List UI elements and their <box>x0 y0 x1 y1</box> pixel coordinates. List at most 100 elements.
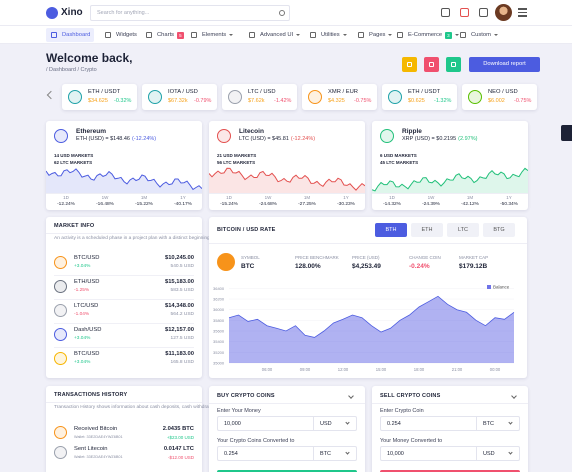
coin-period: 1M <box>303 195 311 200</box>
transaction-wallet: Wallet: 33E2DAE4YWZ6B01 <box>74 455 123 459</box>
coin-stat: -15.24% <box>220 202 238 207</box>
select-caret <box>345 420 350 425</box>
y-tick-label: 36400 <box>213 286 225 291</box>
menu-caret <box>454 34 459 36</box>
card-description: Transaction History shows information ab… <box>54 405 281 412</box>
nav-menu: Dashboard Widgets Charts 5 Elements Advanced … <box>0 26 572 44</box>
amount-input[interactable]: 10,000 USD <box>380 446 520 461</box>
y-tick-label: 35800 <box>213 318 225 323</box>
menu-item[interactable]: Custom <box>455 28 502 42</box>
select-caret <box>345 450 350 455</box>
unit-select[interactable]: USD <box>320 421 332 427</box>
action-icon <box>407 62 412 67</box>
menu-label: E-Commerce <box>408 32 443 38</box>
amount-input[interactable]: 0.254 BTC <box>380 416 520 431</box>
menu-icon <box>397 32 403 38</box>
search-box[interactable]: Search for anything... <box>90 5 290 21</box>
ticker-card: ETH / USDT $0.625 -1.32% <box>382 84 457 110</box>
buy-submit-bar[interactable] <box>217 470 357 472</box>
coin-icon <box>54 304 67 317</box>
menu-item[interactable]: Dashboard <box>46 28 95 42</box>
transaction-usd: +$23.00 USD <box>166 435 194 440</box>
stat-value: $4,253.49 <box>352 263 381 270</box>
description-text: Transaction History shows information ab… <box>54 405 255 410</box>
market-change: -1.25% <box>74 288 90 293</box>
menu-item[interactable]: Advanced UI <box>244 28 304 42</box>
market-volume: 564.2 USD <box>170 312 194 317</box>
menu-item[interactable]: E-Commerce 3 <box>392 28 463 42</box>
sparkline-area <box>372 168 528 193</box>
menu-toggle-bar <box>518 8 527 10</box>
action-button[interactable] <box>402 57 417 72</box>
menu-caret <box>493 34 498 36</box>
currency-tab[interactable]: BTH <box>375 223 407 237</box>
market-volume: 583.5 USD <box>170 288 194 293</box>
coin-icon <box>54 280 67 293</box>
amount-input[interactable]: 10,000 USD <box>217 416 357 431</box>
menu-caret <box>388 34 393 36</box>
market-change: -1.04% <box>74 312 90 317</box>
ticker-pair: ETH / USDT <box>88 89 121 95</box>
logo-icon <box>46 7 58 19</box>
unit-select[interactable]: USD <box>483 451 495 457</box>
market-info-card: MARKET INFO An activity is a scheduled ph… <box>46 217 256 378</box>
menu-label: Utilities <box>321 32 340 38</box>
ticker-prev[interactable] <box>46 90 56 100</box>
coin-stat: -14.32% <box>383 202 401 207</box>
currency-tab[interactable]: ETH <box>411 223 443 237</box>
menu-icon <box>105 32 111 38</box>
sell-submit-bar[interactable] <box>380 470 520 472</box>
btc-chart: 35000 35200 35400 35600 35800 36000 36200 36400… <box>213 285 515 372</box>
market-volume: 540.5 USD <box>170 264 194 269</box>
ticker-change: -0.75% <box>514 98 532 104</box>
unit-select[interactable]: BTC <box>483 421 494 427</box>
header-icon[interactable] <box>479 8 488 17</box>
card-title: MARKET INFO <box>54 223 95 229</box>
action-button[interactable] <box>424 57 439 72</box>
menu-item[interactable]: Utilities <box>305 28 351 42</box>
menu-item[interactable]: Pages <box>353 28 396 42</box>
menu-badge: 3 <box>445 31 452 39</box>
amount-input[interactable]: 0.254 BTC <box>217 446 357 461</box>
menu-item[interactable]: Charts 5 <box>141 28 188 42</box>
input-value: 0.254 <box>224 451 238 457</box>
input-value: 0.254 <box>387 421 401 427</box>
menu-label: Dashboard <box>62 32 91 38</box>
stat-label: MARKET CAP <box>459 255 489 260</box>
settings-toggle[interactable] <box>561 125 572 141</box>
avatar[interactable] <box>495 4 512 21</box>
breadcrumb: / Dashboard / Crypto <box>46 67 97 73</box>
btc-rate-card: BITCOIN / USD RATE BTH ETH LTC BTG SYMBOL BTC P… <box>209 217 527 378</box>
action-button[interactable] <box>446 57 461 72</box>
x-tick-label: 21:00 <box>452 367 463 372</box>
market-pair: ETH/USD <box>74 279 100 285</box>
header-icon[interactable] <box>460 8 469 17</box>
coin-stat: -42.12% <box>461 202 479 207</box>
header-icon[interactable] <box>441 8 450 17</box>
download-button[interactable]: Download report <box>469 57 540 72</box>
unit-select[interactable]: BTC <box>320 451 331 457</box>
stat-label: SYMBOL <box>241 255 260 260</box>
menu-item[interactable]: Widgets <box>100 28 141 42</box>
coin-stat: -30.23% <box>337 202 355 207</box>
coin-rate-change: (-12.24%) <box>290 136 316 142</box>
collapse-caret[interactable] <box>511 393 517 399</box>
currency-tab[interactable]: BTG <box>483 223 515 237</box>
legend-swatch <box>487 285 491 289</box>
row-divider <box>54 323 194 324</box>
collapse-caret[interactable] <box>348 393 354 399</box>
coin-card: Ripple XRP (USD) = $0.2195 (2.97%) 6 USD MA… <box>372 121 528 210</box>
ticker-pair: IOTA / USD <box>168 89 198 95</box>
market-pair: LTC/USD <box>74 303 99 309</box>
unit-select-divider <box>476 447 477 460</box>
menu-toggle[interactable] <box>518 8 527 17</box>
x-tick-label: 00:00 <box>490 367 501 372</box>
currency-tab[interactable]: LTC <box>447 223 479 237</box>
coin-icon <box>380 129 394 143</box>
coin-period: 1Y <box>506 195 512 200</box>
menu-item[interactable]: Elements <box>186 28 237 42</box>
stat-value: $179.12B <box>459 263 488 270</box>
menu-label: Widgets <box>116 32 137 38</box>
sell-card: SELL CRYPTO COINS Enter Crypto Coin 0.254 B… <box>372 386 528 472</box>
search-icon <box>279 10 285 16</box>
